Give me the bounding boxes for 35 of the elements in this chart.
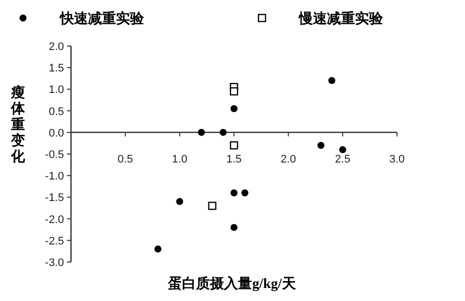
point <box>230 87 238 96</box>
y-tick-label: -3.0 <box>45 257 64 269</box>
point <box>230 224 238 231</box>
y-tick-label: 1.0 <box>48 84 64 96</box>
point <box>154 246 162 253</box>
point <box>208 202 216 210</box>
x-tick-label: 1.5 <box>226 153 242 166</box>
legend-label: 快速减重实验 <box>59 10 145 26</box>
point <box>220 128 227 136</box>
point <box>339 146 346 154</box>
y-tick-label: 1.5 <box>48 62 64 75</box>
point <box>328 77 336 84</box>
x-tick-label: 1.0 <box>172 153 188 166</box>
y-tick-label: -1.5 <box>45 192 64 204</box>
y-tick-label: -0.5 <box>45 149 64 161</box>
point <box>230 141 238 150</box>
y-tick-label: -1.0 <box>45 170 64 183</box>
point <box>317 142 324 149</box>
x-tick-label: 3.0 <box>389 153 405 166</box>
y-tick-label: 0.5 <box>48 106 64 118</box>
y-tick-label: -2.5 <box>45 235 64 248</box>
y-tick-label: 2.0 <box>48 41 64 53</box>
legend-label: 慢速减重实验 <box>298 10 384 26</box>
y-axis-title: 瘦体重变化 <box>10 84 26 164</box>
x-tick-label: 0.5 <box>118 153 133 166</box>
point <box>230 105 238 112</box>
y-tick-label: 0.0 <box>48 127 64 140</box>
point <box>230 189 238 196</box>
x-axis-title: 蛋白质摄入量g/kg/天 <box>167 275 297 292</box>
point <box>176 198 184 206</box>
x-tick-label: 2.5 <box>335 153 350 166</box>
point <box>198 128 205 136</box>
x-tick-label: 2.0 <box>280 153 296 166</box>
point <box>241 189 248 196</box>
y-tick-label: -2.0 <box>45 214 64 226</box>
